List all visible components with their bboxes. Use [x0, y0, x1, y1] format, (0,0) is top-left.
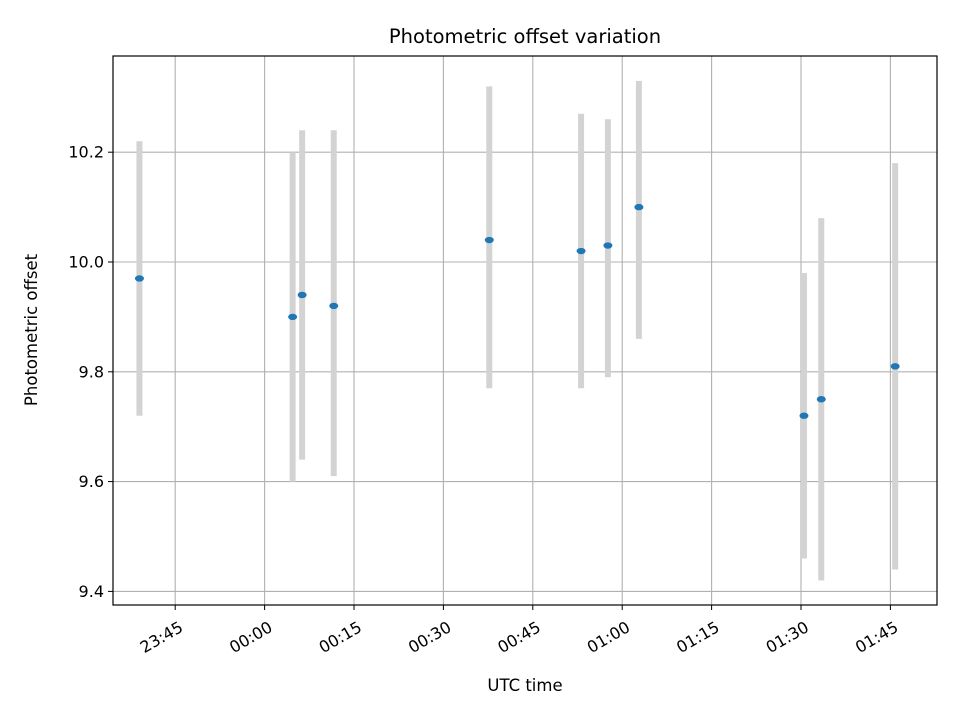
data-point	[134, 275, 144, 282]
y-tick-label: 9.6	[79, 472, 104, 491]
y-axis-label: Photometric offset	[22, 253, 41, 406]
y-axis: 9.4 9.6 9.8 10.0 10.2	[68, 143, 113, 601]
data-point	[288, 313, 298, 321]
y-tick-label: 10.2	[68, 143, 104, 162]
y-tick-label: 9.4	[79, 582, 104, 601]
data-point	[634, 203, 644, 211]
data-points	[134, 203, 900, 419]
data-point	[603, 242, 613, 249]
y-tick-label: 9.8	[79, 362, 104, 381]
data-point	[329, 302, 339, 310]
data-point	[484, 236, 494, 244]
data-point	[297, 291, 307, 299]
grid	[113, 56, 937, 605]
y-tick-label: 10.0	[68, 253, 104, 272]
data-point	[890, 363, 900, 370]
data-point	[816, 396, 826, 403]
data-point	[799, 412, 809, 419]
plot-frame	[112, 55, 938, 606]
x-axis-label: UTC time	[487, 676, 562, 695]
data-point	[576, 247, 586, 255]
chart-title: Photometric offset variation	[389, 25, 661, 48]
